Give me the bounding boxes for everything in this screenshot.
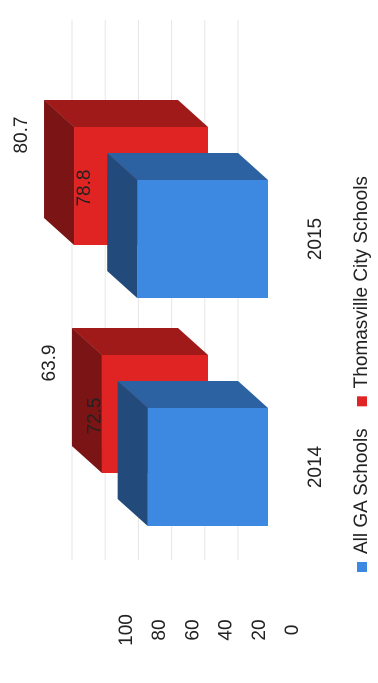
value-label: 63.9 <box>39 345 60 382</box>
y-tick-label: 60 <box>182 619 203 640</box>
value-labels: 63.9 72.5 80.7 78.8 <box>11 117 106 435</box>
bar-front <box>147 408 268 526</box>
bar-top <box>71 328 209 355</box>
legend-swatch <box>357 396 367 407</box>
bar-top <box>117 381 269 408</box>
y-tick-label: 0 <box>282 625 303 636</box>
category-labels: 2014 2015 <box>305 218 326 488</box>
bars <box>44 100 269 526</box>
value-label: 72.5 <box>85 398 106 435</box>
value-label: 78.8 <box>74 170 95 207</box>
y-axis-ticks: 0 20 40 60 80 100 <box>116 614 303 646</box>
category-label: 2014 <box>305 445 326 488</box>
bar-top <box>107 153 268 180</box>
legend-label: All GA Schools <box>351 428 372 554</box>
bar-front <box>137 180 268 298</box>
bar-side <box>117 381 148 526</box>
bar-side <box>71 328 102 473</box>
legend: All GA Schools Thomasville City Schools <box>351 176 372 572</box>
y-tick-label: 80 <box>149 619 170 640</box>
y-tick-label: 40 <box>216 619 237 640</box>
y-tick-label: 20 <box>249 619 270 640</box>
legend-label: Thomasville City Schools <box>351 176 372 388</box>
bar-side <box>107 153 138 298</box>
category-label: 2015 <box>305 218 326 260</box>
bar-side <box>44 100 75 245</box>
bar-top <box>44 100 209 127</box>
value-label: 80.7 <box>11 117 32 154</box>
y-tick-label: 100 <box>116 614 137 646</box>
legend-swatch <box>357 562 367 572</box>
